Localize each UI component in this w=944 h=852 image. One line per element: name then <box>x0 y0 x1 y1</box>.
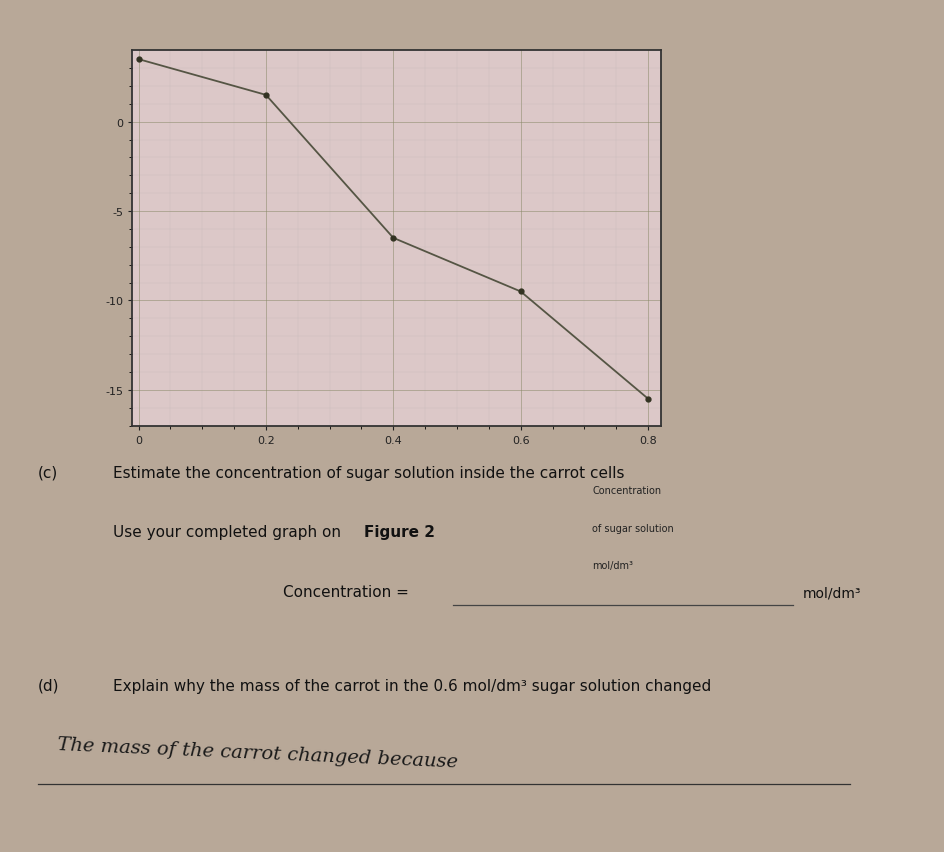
Text: (d): (d) <box>38 678 59 694</box>
Text: (c): (c) <box>38 465 58 481</box>
Text: Concentration =: Concentration = <box>283 584 414 600</box>
Text: Concentration: Concentration <box>592 486 661 496</box>
Text: mol/dm³: mol/dm³ <box>592 561 633 571</box>
Text: Use your completed graph on: Use your completed graph on <box>113 525 346 540</box>
Text: mol/dm³: mol/dm³ <box>802 585 861 600</box>
Text: of sugar solution: of sugar solution <box>592 523 674 533</box>
Text: Explain why the mass of the carrot in the 0.6 mol/dm³ sugar solution changed: Explain why the mass of the carrot in th… <box>113 678 712 694</box>
Text: The mass of the carrot changed because: The mass of the carrot changed because <box>57 735 458 771</box>
Text: Figure 2: Figure 2 <box>364 525 435 540</box>
Text: Estimate the concentration of sugar solution inside the carrot cells: Estimate the concentration of sugar solu… <box>113 465 625 481</box>
